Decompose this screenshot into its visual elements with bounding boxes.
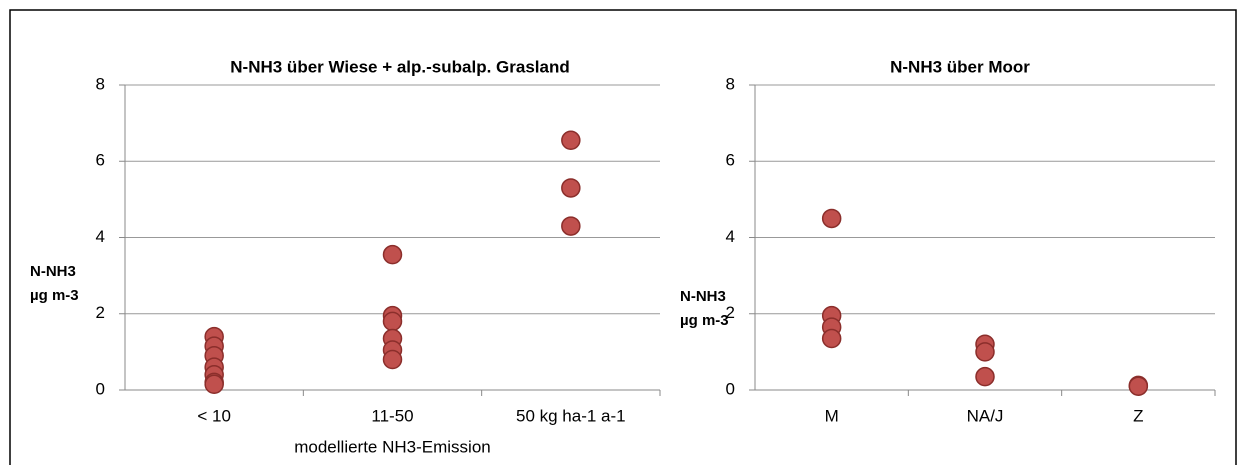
y-tick-label: 8 xyxy=(96,74,105,93)
frame xyxy=(9,9,1237,465)
y-tick-label: 8 xyxy=(726,74,735,93)
x-tick-label: 11-50 xyxy=(371,406,413,425)
x-tick-label: Z xyxy=(1133,406,1143,425)
x-axis-label: modellierte NH3-Emission xyxy=(294,437,491,456)
x-tick-label: NA/J xyxy=(967,406,1004,425)
y-tick-label: 0 xyxy=(726,379,735,398)
dot xyxy=(561,216,581,236)
dot xyxy=(204,374,224,395)
dot xyxy=(975,366,995,387)
x-tick-label: 50 kg ha-1 a-1 xyxy=(516,406,626,425)
y-tick-label: 6 xyxy=(726,151,735,170)
y-tick-label: 4 xyxy=(726,227,735,246)
y-tick-label: 4 xyxy=(96,227,105,246)
dot xyxy=(1128,376,1149,396)
chart-title: N-NH3 über Moor xyxy=(890,57,1030,76)
y-tick-label: 2 xyxy=(726,303,735,322)
y-axis-label: N-NH3 xyxy=(30,263,76,280)
y-tick-label: 2 xyxy=(96,303,105,322)
x-tick-label: < 10 xyxy=(197,406,231,425)
dot xyxy=(382,311,403,332)
dot xyxy=(561,130,581,151)
dot xyxy=(821,328,842,349)
y-axis-label: µg m-3 xyxy=(30,287,79,304)
y-tick-label: 0 xyxy=(96,379,105,398)
dot xyxy=(382,349,403,370)
dot xyxy=(561,178,581,198)
x-tick-label: M xyxy=(825,406,839,425)
dot xyxy=(975,342,995,362)
y-axis-label: N-NH3 xyxy=(680,288,726,305)
dot xyxy=(382,244,403,265)
dot xyxy=(821,208,842,229)
y-axis-label: µg m-3 xyxy=(680,312,729,329)
y-tick-label: 6 xyxy=(96,151,105,170)
chart-title: N-NH3 über Wiese + alp.-subalp. Grasland xyxy=(230,57,569,76)
